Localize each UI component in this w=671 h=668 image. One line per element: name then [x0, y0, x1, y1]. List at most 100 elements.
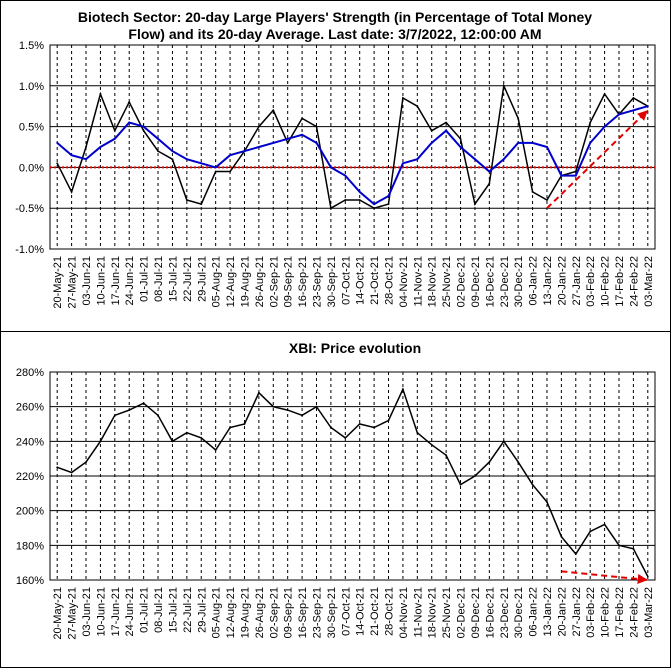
chart-2-series-1-point	[329, 426, 332, 429]
chart-2-series-1-point	[171, 440, 174, 443]
chart-2-x-tick-label: 24-Feb-22	[628, 587, 640, 638]
chart-1-series-1-point	[128, 101, 131, 104]
chart-2-series-1-point	[474, 475, 476, 477]
chart-1-x-tick-label: 08-Jul-21	[153, 256, 165, 302]
chart-2-y-tick-label: 220%	[16, 471, 44, 483]
chart-1-x-tick-label: 27-Jan-22	[571, 256, 583, 306]
chart-2-y-tick-label: 240%	[16, 436, 44, 448]
chart-2-y-tick-label: 200%	[16, 506, 44, 518]
chart-1-series-2-point	[546, 146, 548, 148]
chart-2-x-tick-label: 22-Jul-21	[182, 587, 194, 633]
chart-2-x-tick-label: 29-Jul-21	[196, 587, 208, 633]
chart-1-series-1-point	[416, 105, 419, 108]
chart-1-x-tick-label: 03-Mar-22	[643, 256, 655, 307]
chart-1-x-tick-label: 01-Jul-21	[139, 256, 151, 302]
chart-2-x-tick-label: 24-Jun-21	[124, 587, 136, 637]
chart-1-series-1-point	[546, 199, 548, 201]
chart-1-series-1-point	[445, 121, 448, 124]
chart-1-plot-border	[49, 44, 656, 250]
chart-2-x-tick-label: 30-Sep-21	[326, 587, 338, 638]
chart-2-x-tick-label: 08-Jul-21	[153, 587, 165, 633]
chart-2-x-tick-label: 05-Aug-21	[211, 587, 223, 638]
chart-1-series-2-point	[589, 142, 592, 144]
chart-1-series-1-point	[272, 109, 275, 112]
chart-1-series-2-line	[56, 105, 649, 206]
chart-1-x-tick-label: 04-Nov-21	[398, 256, 410, 307]
chart-1-x-tick-label: 30-Dec-21	[513, 256, 525, 307]
chart-1-series-2-point	[402, 162, 404, 165]
chart-1-y-tick-label: -0.5%	[15, 203, 44, 215]
chart-2-series-1-point	[502, 440, 505, 443]
chart-1-series-1-point	[402, 97, 404, 99]
chart-1-series-2-point	[474, 158, 476, 161]
chart-1-x-tick-label: 24-Jun-21	[124, 256, 136, 306]
chart-1-y-tick-label: 1.5%	[19, 40, 44, 52]
chart-1-series-2-point	[502, 158, 505, 161]
chart-1-series-1-point	[589, 121, 592, 124]
chart-1-series-2-point	[646, 105, 649, 108]
chart-2-x-tick-label: 25-Nov-21	[441, 587, 453, 638]
chart-1-x-tick-label: 30-Sep-21	[326, 256, 338, 307]
chart-1-x-tick-label: 29-Jul-21	[196, 256, 208, 302]
chart-1-series-2-point	[171, 150, 174, 152]
chart-2-x-tick-label: 09-Dec-21	[470, 587, 482, 638]
chart-2-trend-arrow-line	[561, 570, 648, 581]
chart-1-series-1-line	[56, 83, 649, 210]
chart-1-series-2-point	[128, 121, 131, 124]
chart-1-x-tick-label: 11-Nov-21	[412, 256, 424, 307]
chart-1-series-2-point	[329, 166, 332, 169]
chart-2-x-tick-label: 06-Jan-22	[528, 587, 540, 637]
chart-2-x-tick-label: 11-Nov-21	[412, 587, 424, 638]
chart-2-x-tick-label: 27-Jan-22	[571, 587, 583, 637]
chart-2-series-1-point	[113, 414, 116, 417]
chart-1-x-tick-label: 24-Feb-22	[628, 256, 640, 307]
chart-1-series-2-point	[488, 170, 491, 173]
chart-1-series-1-point	[488, 182, 491, 185]
chart-1-series-2-point	[459, 146, 462, 148]
chart-2-series-1-point	[445, 454, 448, 457]
chart-1-series-1-point	[502, 84, 505, 87]
chart-1-series-2-point	[603, 125, 606, 128]
chart-1-x-tick-label: 25-Nov-21	[441, 256, 453, 307]
chart-2-series-1-point	[257, 391, 260, 394]
chart-1-x-tick-label: 14-Oct-21	[355, 256, 367, 305]
chart-2-series-1-point	[200, 436, 203, 439]
chart-2-x-tick-label: 23-Sep-21	[311, 587, 323, 638]
chart-2-x-tick-label: 02-Sep-21	[268, 587, 280, 638]
chart-1-x-tick-label: 21-Oct-21	[369, 256, 381, 305]
chart-1-series-1-point	[157, 150, 159, 152]
chart-2-series-1-point	[301, 414, 303, 417]
chart-2-series-1-point	[286, 409, 289, 412]
chart-1-x-tick-label: 26-Aug-21	[254, 256, 266, 307]
chart-1-series-1-point	[200, 203, 203, 206]
chart-2-x-tick-label: 20-Jan-22	[556, 587, 568, 637]
chart-1-series-2-point	[243, 150, 246, 152]
chart-2-plot: 280%260%240%220%200%180%160%20-May-21 27-…	[16, 367, 656, 640]
chart-1-x-tick-label: 20-Jan-22	[556, 256, 568, 306]
chart-1-series-1-point	[257, 125, 260, 128]
chart-1-series-1-point	[373, 207, 376, 210]
chart-2-series-1-point	[272, 405, 275, 408]
chart-1-x-tick-label: 03-Jun-21	[81, 256, 93, 306]
chart-1-series-1-point	[214, 170, 217, 173]
chart-1-series-1-point	[474, 203, 476, 206]
chart-1-x-tick-label: 17-Jun-21	[110, 256, 122, 306]
chart-1-series-2-point	[185, 158, 188, 161]
chart-1-series-2-point	[214, 166, 217, 169]
chart-2-series-1-point	[517, 461, 520, 464]
panel-divider	[0, 331, 671, 332]
chart-1-series-1-point	[358, 199, 361, 201]
chart-2-x-tick-label: 10-Feb-22	[600, 587, 612, 638]
chart-2-y-tick-label: 260%	[16, 402, 44, 414]
chart-1-series-1-point	[632, 97, 635, 99]
chart-2-series-1-point	[589, 530, 592, 533]
chart-1-series-2-point	[70, 154, 73, 157]
chart-1-x-tick-label: 27-May-21	[67, 256, 79, 309]
chart-2-x-tick-label: 27-May-21	[67, 587, 79, 640]
chart-2-x-tick-label: 28-Oct-21	[384, 587, 396, 636]
chart-1-series-2-point	[257, 146, 260, 148]
chart-2-series-1-point	[618, 544, 620, 547]
chart-2-series-1-point	[344, 436, 347, 439]
chart-2-series-1-point	[603, 523, 606, 526]
chart-2-x-tick-label: 19-Aug-21	[239, 587, 251, 638]
